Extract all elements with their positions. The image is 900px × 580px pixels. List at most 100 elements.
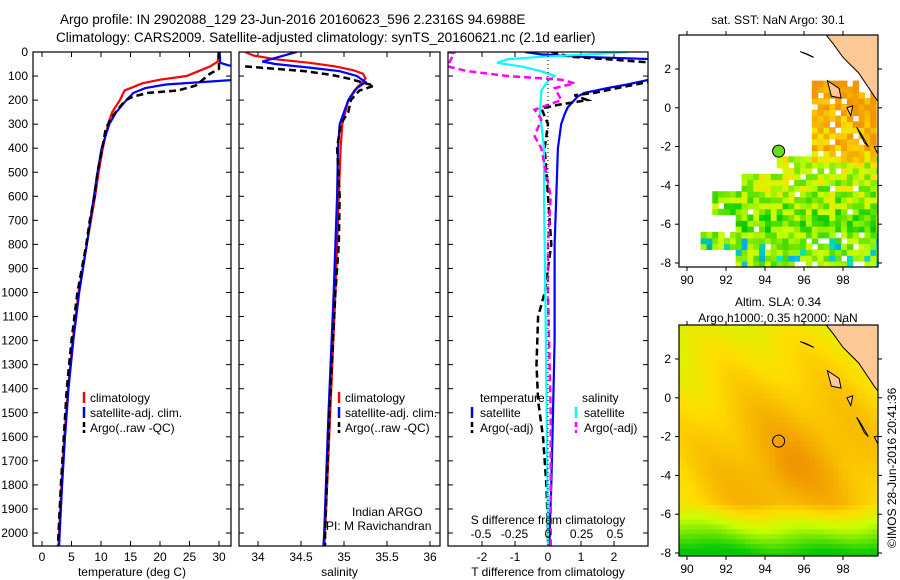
x-tick-label: 34.5: [289, 550, 313, 564]
map-title-line-2: Argo h1000: 0.35 h2000: NaN: [698, 311, 857, 325]
island: [873, 146, 878, 155]
y-tick-label: 200: [8, 93, 28, 107]
salinity-panel: 34 34.5 35 35.5 36 salinity climatologysatelli…: [238, 51, 441, 579]
plot-frame: [238, 51, 441, 547]
x-tick-label: 1: [578, 550, 585, 564]
lat-tick-label: -2: [660, 140, 671, 154]
title-line-1: Argo profile: IN 2902088_129 23-Jun-2016…: [60, 12, 525, 27]
legend-group-title: salinity: [582, 391, 619, 405]
x-tick-label: 15: [124, 550, 138, 564]
sla-map-panel: 90 92 94 96 98 2 0 -2 -4 -6 -8 Altim. SLA: 0.34 Argo…: [660, 295, 882, 576]
x-tick-label: 10: [94, 550, 108, 564]
x-tick-label: -1: [510, 550, 521, 564]
legend-label: Argo(..raw -QC): [90, 421, 175, 435]
x-tick-label: 35.5: [375, 550, 399, 564]
y-tick-label: 500: [8, 165, 28, 179]
series-line-satellite-adj-clim-: [58, 52, 231, 546]
series-line-salinity-argo-adj-: [448, 52, 576, 546]
map-title-line-1: Altim. SLA: 0.34: [735, 295, 821, 309]
map-frame: [678, 34, 879, 268]
map-grid: [679, 35, 878, 267]
lat-tick-label: 2: [664, 62, 671, 76]
y-tick-label: 300: [8, 117, 28, 131]
x-tick-label: 30: [212, 550, 226, 564]
legend-label: Argo(-adj): [480, 421, 533, 435]
map-title: sat. SST: NaN Argo: 30.1: [711, 13, 845, 27]
island: [826, 369, 842, 389]
y-tick-label: 1300: [1, 358, 28, 372]
x-axis-label: temperature (deg C): [78, 565, 186, 579]
series-line-climatology: [244, 52, 367, 546]
lon-tick-label: 98: [836, 562, 850, 576]
x-tick-label: 20: [153, 550, 167, 564]
legend-label: Argo(..raw -QC): [345, 421, 430, 435]
land-sumatra: [825, 35, 878, 103]
island: [846, 395, 854, 408]
lat-tick-label: 0: [664, 391, 671, 405]
series-line-salinity-satellite: [496, 52, 629, 546]
y-tick-label: 1000: [1, 286, 28, 300]
y-tick-label: 900: [8, 261, 28, 275]
island: [846, 105, 854, 118]
legend-label: satellite-adj. clim.: [90, 406, 182, 420]
lon-tick-label: 96: [797, 273, 811, 287]
pi-label: PI: M Ravichandran: [326, 519, 431, 533]
lat-tick-label: -4: [660, 468, 671, 482]
sst-map-panel: 90 92 94 96 98 2 0 -2 -4 -6 -8 sat. SST: NaN Argo: …: [660, 13, 882, 287]
legend-label: satellite-adj. clim.: [345, 406, 437, 420]
y-tick-label: 1800: [1, 478, 28, 492]
map-grid: [679, 325, 878, 556]
lat-tick-label: -2: [660, 430, 671, 444]
island: [826, 79, 842, 99]
legend-label: satellite: [480, 406, 521, 420]
lon-tick-label: 94: [758, 562, 772, 576]
y-tick-label: 0: [21, 45, 28, 59]
legend-label: satellite: [584, 406, 625, 420]
y-tick-label: 1500: [1, 406, 28, 420]
island: [856, 416, 869, 437]
x2-tick-label: -0.25: [501, 527, 529, 541]
lon-tick-label: 90: [680, 562, 694, 576]
lon-tick-label: 90: [680, 273, 694, 287]
y-tick-label: 1400: [1, 382, 28, 396]
imos-stamp: ©IMOS 28-Jun-2016 20:41:36: [885, 387, 899, 548]
difference-panel: -2 -1 0 1 2T difference from climatology -0.5…: [447, 51, 649, 579]
series-line-argo-raw-qc-: [56, 52, 221, 546]
legend-group-title: temperature: [480, 391, 545, 405]
x-tick-label: 0: [39, 550, 46, 564]
legend-label: climatology: [90, 391, 150, 405]
lon-tick-label: 96: [797, 562, 811, 576]
x-tick-label: -2: [477, 550, 488, 564]
y-tick-label: 1600: [1, 430, 28, 444]
island: [799, 341, 814, 348]
y-tick-label: 1200: [1, 334, 28, 348]
y-tick-label: 100: [8, 69, 28, 83]
title-line-2: Climatology: CARS2009. Satellite-adjuste…: [56, 30, 596, 45]
x-tick-label: 5: [68, 550, 75, 564]
x-tick-label: 25: [183, 550, 197, 564]
lon-tick-label: 98: [836, 273, 850, 287]
y-tick-label: 1100: [2, 310, 28, 324]
y-tick-label: 1700: [1, 454, 28, 468]
x-tick-label: 36: [423, 550, 437, 564]
x2-tick-label: 0.5: [607, 527, 624, 541]
y-tick-label: 800: [8, 237, 28, 251]
map-frame: [678, 324, 879, 557]
land-sumatra: [825, 325, 878, 393]
lon-tick-label: 94: [758, 273, 772, 287]
x-axis-label: salinity: [321, 565, 358, 579]
x-tick-label: 34: [251, 550, 265, 564]
x-axis-label: T difference from climatology: [471, 565, 625, 579]
argo-position-marker: [772, 434, 786, 448]
y-tick-label: 600: [8, 189, 28, 203]
lat-tick-label: -6: [660, 507, 671, 521]
lat-tick-label: -8: [660, 256, 671, 270]
lon-tick-label: 92: [719, 273, 733, 287]
series-line-argo-raw-qc-: [245, 65, 379, 546]
lat-tick-label: 0: [664, 101, 671, 115]
y-tick-label: 1900: [1, 502, 28, 516]
x2-tick-label: -0.5: [471, 527, 492, 541]
argo-position-marker: [772, 144, 786, 158]
y-tick-label: 400: [8, 141, 28, 155]
